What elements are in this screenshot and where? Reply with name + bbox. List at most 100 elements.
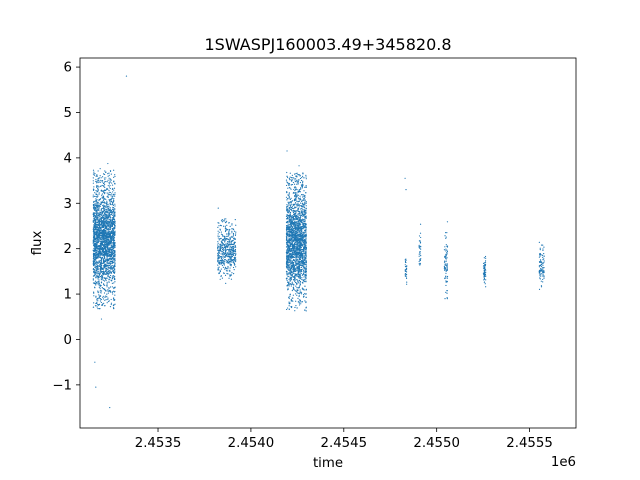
data-point [109, 209, 111, 212]
data-point [288, 193, 290, 195]
data-point [101, 237, 103, 239]
data-point [109, 272, 111, 274]
data-point [232, 247, 234, 249]
data-point [108, 183, 110, 185]
data-point [96, 306, 98, 308]
data-point [288, 264, 290, 266]
data-point [108, 289, 110, 292]
data-point [221, 277, 223, 279]
data-point [94, 268, 96, 271]
data-point [296, 243, 298, 245]
data-point [109, 238, 112, 240]
data-point [110, 231, 113, 233]
data-point [295, 257, 297, 259]
data-point [288, 177, 290, 180]
data-point [110, 242, 112, 244]
data-point [96, 238, 98, 240]
data-point [290, 243, 292, 245]
data-point [302, 235, 304, 237]
data-point [103, 212, 106, 215]
data-point [100, 185, 102, 187]
data-point [109, 251, 111, 253]
data-point [105, 180, 107, 183]
data-point [94, 212, 96, 214]
data-point [294, 279, 296, 282]
data-point [112, 232, 114, 234]
data-point [289, 176, 291, 178]
data-point [304, 225, 306, 227]
data-point [217, 259, 219, 261]
data-point [298, 190, 300, 192]
data-point [289, 272, 291, 275]
data-point [297, 194, 299, 196]
data-point [95, 255, 97, 257]
data-point [296, 210, 298, 212]
data-point [231, 253, 233, 256]
data-point [292, 249, 294, 251]
data-point [92, 263, 94, 266]
data-point [224, 243, 226, 245]
data-point [217, 207, 219, 209]
data-point [302, 244, 304, 246]
data-point [104, 251, 107, 253]
data-point [305, 307, 307, 309]
data-point [92, 203, 95, 206]
data-point [228, 241, 230, 244]
data-point [97, 188, 99, 190]
data-point [297, 289, 299, 291]
data-point [289, 237, 292, 239]
data-point [286, 206, 288, 208]
data-point [230, 265, 232, 267]
data-point [98, 235, 100, 237]
data-point [294, 281, 297, 284]
data-point [231, 256, 233, 258]
data-point [110, 239, 112, 241]
data-point [299, 275, 301, 277]
data-point [288, 305, 290, 307]
data-point [95, 270, 97, 272]
data-point [291, 260, 293, 262]
data-point [101, 210, 103, 213]
data-point [101, 181, 103, 183]
data-point [107, 239, 109, 241]
data-point [108, 172, 110, 174]
data-point [231, 250, 234, 252]
data-point [110, 191, 112, 194]
data-point [232, 261, 234, 264]
data-point [223, 263, 226, 265]
data-point [96, 182, 98, 184]
data-point [298, 302, 301, 304]
data-point [112, 202, 114, 204]
data-point [304, 222, 306, 224]
data-point [103, 267, 105, 269]
data-point [105, 254, 107, 256]
data-point [288, 236, 290, 238]
data-point [302, 175, 304, 178]
data-point [92, 240, 95, 242]
data-point [229, 245, 231, 247]
data-point [300, 244, 303, 246]
data-point [99, 240, 101, 242]
data-point [296, 192, 298, 194]
data-point [101, 304, 104, 306]
data-point [98, 253, 100, 255]
data-point [111, 246, 113, 248]
data-point [92, 194, 94, 196]
data-point [298, 221, 300, 223]
data-point [108, 251, 110, 254]
data-point [100, 270, 102, 272]
data-point [103, 258, 105, 260]
data-point [105, 237, 107, 239]
data-point [95, 203, 97, 205]
data-point [295, 261, 297, 263]
data-point [94, 223, 96, 225]
data-point [95, 249, 97, 251]
data-point [288, 272, 290, 274]
data-point [106, 201, 108, 204]
data-point [300, 268, 303, 271]
data-point [289, 265, 291, 267]
data-point [102, 225, 105, 227]
data-point [99, 245, 101, 247]
data-point [99, 291, 101, 293]
data-point [290, 209, 293, 211]
